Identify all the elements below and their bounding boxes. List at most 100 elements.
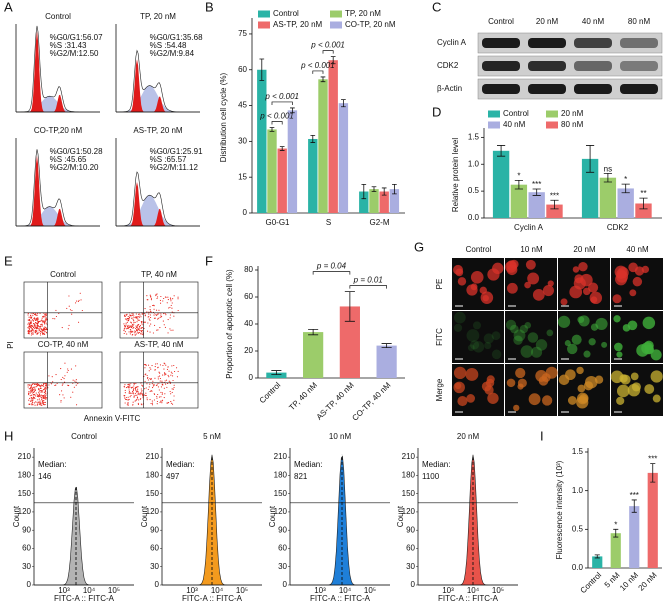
cell [567, 396, 577, 405]
blot-band [482, 84, 520, 94]
cell [580, 273, 593, 287]
axis-label: FITC-A :: FITC-A [54, 594, 115, 603]
cell [470, 283, 478, 291]
legend-label: Control [503, 109, 529, 118]
blot-band [528, 61, 566, 71]
cell [547, 280, 554, 287]
cell [578, 261, 588, 272]
cell [571, 334, 582, 345]
blot-row: β-Actin [437, 84, 462, 93]
g1-peak [16, 31, 100, 112]
error-bar [320, 76, 326, 83]
image-column: Control [466, 245, 492, 254]
axis-label: FITC-A :: FITC-A [182, 594, 243, 603]
panel-label: I [540, 428, 544, 443]
cell [484, 341, 492, 350]
axis-label: Count [396, 505, 405, 527]
cell [524, 281, 531, 289]
cell [616, 351, 623, 358]
bar [318, 79, 328, 213]
error-bar [496, 145, 506, 157]
panel-label: F [205, 253, 213, 268]
plot-title: 5 nM [203, 432, 221, 441]
cell [542, 285, 554, 297]
cell [613, 315, 621, 323]
cell [517, 378, 527, 388]
image-column: 40 nM [626, 245, 649, 254]
y-tick-label: 120 [274, 507, 288, 516]
bar [492, 150, 510, 218]
bar [510, 184, 528, 218]
plot-frame [119, 351, 199, 409]
plot-title: Control [50, 270, 76, 279]
error-bar [585, 145, 595, 173]
cell [453, 323, 463, 332]
significance: ns [604, 164, 612, 173]
stat-text: %G2/M:12.50 [50, 49, 99, 58]
y-tick-label: 0 [411, 580, 416, 589]
error-bar [271, 370, 282, 376]
cell [466, 329, 480, 342]
cell [630, 372, 639, 381]
error-bar [371, 186, 377, 192]
bracket [271, 121, 283, 125]
y-tick-label: 60 [238, 65, 247, 74]
plot-frame [23, 281, 103, 339]
cell [527, 272, 540, 285]
x-tick-label: 10 nM [618, 570, 640, 592]
cell [457, 396, 468, 407]
axis-label: Count [268, 505, 277, 527]
cell [642, 316, 656, 330]
panel-label: A [4, 0, 13, 14]
cell [531, 346, 543, 358]
legend-label: TP, 20 nM [345, 9, 381, 18]
g2-peak [116, 208, 200, 226]
blot-column: 80 nM [628, 17, 651, 26]
cell [532, 289, 545, 301]
error-bar [514, 179, 523, 190]
x-tick-label: CO-TP, 40 nM [350, 380, 392, 422]
bar [257, 69, 267, 213]
legend-swatch [488, 121, 500, 129]
blot-band [482, 61, 520, 71]
cell [515, 367, 526, 379]
cell [578, 315, 590, 327]
error-bar [650, 463, 656, 483]
x-tick-label: TP, 40 nM [287, 380, 319, 412]
x-tick-label: 10⁴ [339, 586, 352, 595]
bar [359, 191, 369, 213]
y-tick-label: 120 [18, 507, 32, 516]
bracket [271, 101, 293, 105]
y-tick-label: 180 [146, 471, 160, 480]
g1-peak [116, 182, 200, 226]
median-label: Median: [294, 460, 322, 469]
cell [486, 375, 495, 384]
blot-band [528, 38, 566, 48]
x-tick-label: Cyclin A [514, 223, 544, 232]
panel-label: G [414, 239, 424, 254]
y-tick-label: 30 [238, 136, 247, 145]
stat-text: %S :31.43 [50, 41, 87, 50]
blot-band [620, 84, 658, 94]
legend-label: 20 nM [561, 109, 584, 118]
y-tick-label: 1.5 [468, 132, 480, 141]
cell [513, 335, 523, 345]
significance: ** [640, 189, 646, 198]
x-tick-label: S [326, 218, 331, 227]
bar [287, 110, 298, 213]
x-tick-label: 10⁵ [492, 586, 504, 595]
bar [629, 506, 640, 568]
bar [369, 189, 379, 213]
bar [379, 191, 389, 213]
cell [470, 271, 484, 284]
median-value: 1100 [422, 472, 440, 481]
cell [583, 381, 594, 391]
bar [277, 148, 287, 213]
y-tick-label: 210 [402, 452, 416, 461]
error-bar [344, 291, 355, 322]
cell [492, 262, 504, 275]
blot-band [574, 38, 612, 48]
panel-label: E [4, 253, 13, 268]
cell [643, 340, 654, 351]
cell [487, 392, 499, 404]
